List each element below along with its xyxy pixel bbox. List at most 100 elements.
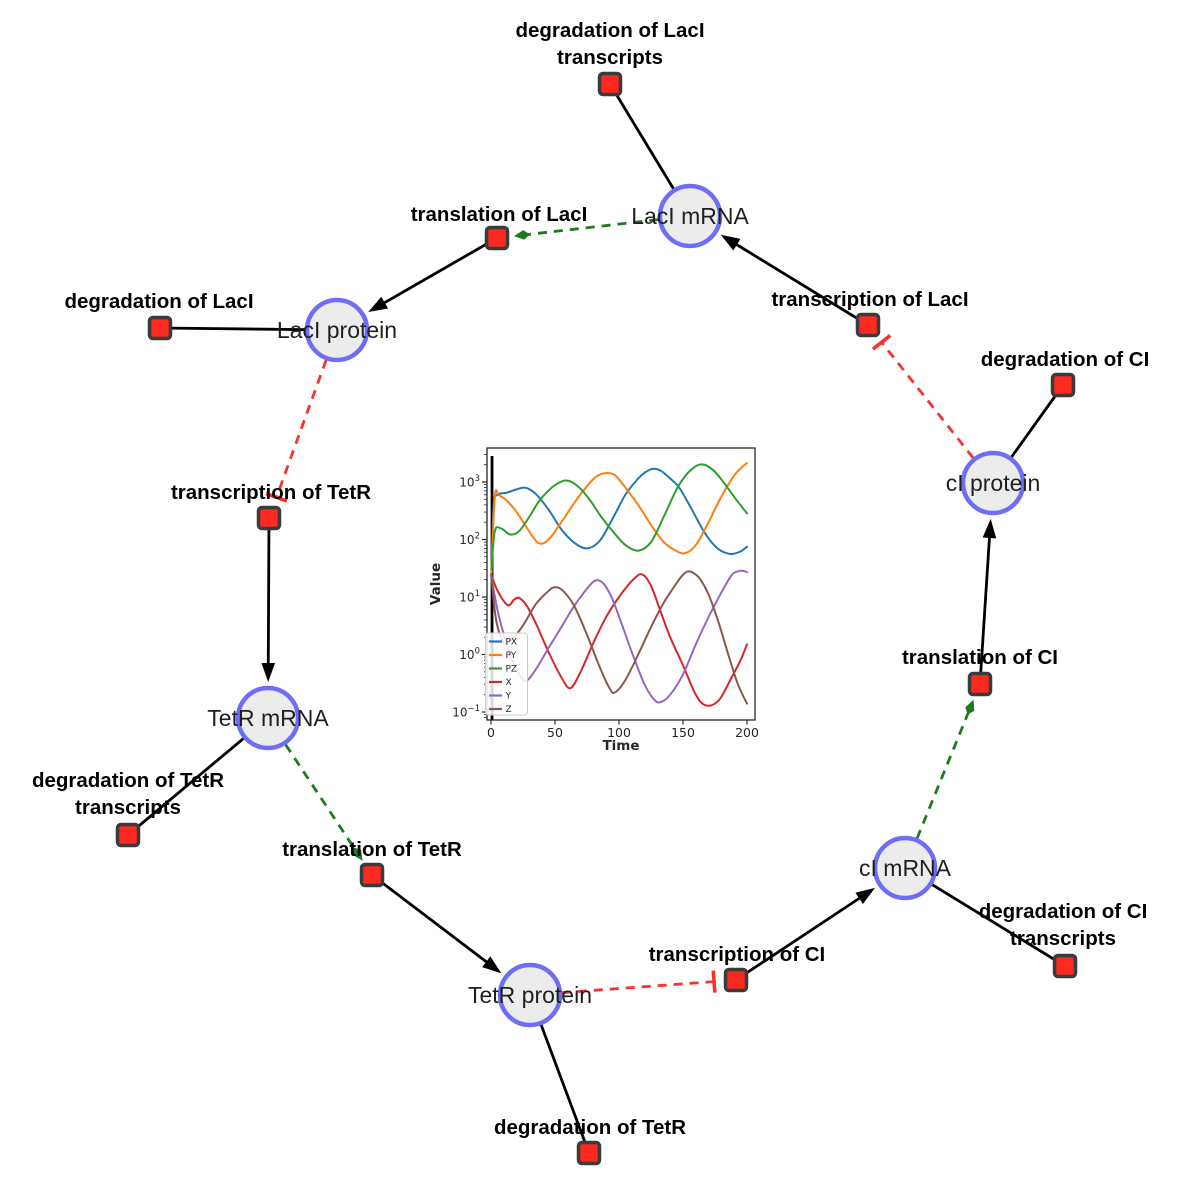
species-node-ci-mrna (872, 835, 938, 901)
reaction-label-translation-ci: translation of CI (902, 646, 1058, 669)
reaction-label-deg-laci-transcripts: degradation of LacI transcripts (515, 19, 704, 69)
reaction-label-translation-laci: translation of LacI (411, 203, 588, 226)
chart-xtick-label-50: 50 (547, 725, 563, 740)
inhibition-edge-line (275, 329, 339, 498)
arrowhead-icon (482, 956, 502, 974)
chart-ytick-label-1e1: 101 (459, 589, 480, 605)
reaction-node-deg-laci-transcripts (597, 71, 623, 97)
reaction-label-deg-ci: degradation of CI (981, 348, 1150, 371)
species-label-laci-protein: LacI protein (277, 317, 397, 343)
reaction-node-translation-laci (484, 225, 510, 251)
chart-y-axis-label: Value (428, 562, 444, 606)
chart-xtick-label-150: 150 (671, 725, 695, 740)
production-edge-line (735, 891, 869, 982)
arrowhead-icon (855, 887, 875, 905)
chart-ytick-label-1e-1: 10−1 (452, 704, 480, 720)
reaction-label-deg-laci: degradation of LacI (64, 290, 253, 313)
chart-legend-label-Y: Y (505, 692, 512, 702)
reaction-node-translation-ci (967, 671, 993, 697)
species-node-tetr-protein (497, 962, 563, 1028)
edge-laci-protein--transcription-tetr (265, 329, 339, 503)
chart-xtick-label-200: 200 (735, 725, 759, 740)
edge-tetr-mrna--translation-tetr (266, 717, 363, 861)
chart-legend: PX PY PZ XYZ (485, 632, 528, 716)
chart-ytick-label-1e3: 103 (459, 474, 480, 490)
production-edge-line (727, 238, 869, 327)
chart-legend-label-PY: PY (506, 651, 517, 661)
species-label-tetr-protein: TetR protein (468, 982, 592, 1008)
reaction-label-deg-tetr: degradation of TetR (494, 1116, 686, 1139)
edge-translation-ci--ci-protein (978, 518, 997, 685)
chart-xtick-label-0: 0 (487, 725, 495, 740)
edge-transcription-laci--laci-mrna (720, 234, 869, 327)
species-nodes-layer (235, 183, 1026, 1028)
chart-x-axis-label: Time (602, 738, 640, 754)
chart-series-X (490, 573, 748, 707)
chart-legend-label-X: X (506, 678, 512, 688)
inhibition-tbar-icon (711, 970, 717, 993)
species-label-ci-protein: cI protein (946, 470, 1041, 496)
arrowhead-icon (720, 234, 741, 251)
chart-ytick-label-1e0: 100 (459, 647, 480, 663)
reaction-node-deg-ci (1050, 372, 1076, 398)
inset-chart: 0 50 100 150 200 10−1 100 101 102 103 PX PY PZ XYZ (452, 447, 759, 740)
modifier-edge-line (525, 214, 691, 237)
edge-ci-mrna--translation-ci (903, 699, 975, 869)
species-node-laci-mrna (657, 183, 723, 249)
chart-legend-label-Z: Z (506, 705, 512, 715)
production-edge-line (375, 236, 498, 309)
species-label-ci-mrna: cI mRNA (859, 855, 952, 881)
chart-spines (486, 447, 756, 721)
species-label-tetr-mrna: TetR mRNA (207, 705, 329, 731)
species-node-tetr-mrna (235, 685, 301, 751)
edge-ci-protein--transcription-laci (871, 334, 995, 484)
arrowhead-icon (368, 296, 389, 313)
reaction-label-transcription-tetr: transcription of TetR (171, 481, 371, 504)
edge-translation-tetr--tetr-protein (371, 873, 502, 974)
reaction-node-deg-tetr-transcripts (115, 822, 141, 848)
edge-transcription-ci--ci-mrna (735, 887, 875, 982)
chart-series-Z (490, 570, 748, 705)
reaction-label-translation-tetr: translation of TetR (282, 838, 462, 861)
chart-xtick-label-100: 100 (607, 725, 631, 740)
labels-layer: degradation of LacI transcripts translatio… (32, 19, 1149, 1139)
reaction-label-transcription-laci: transcription of LacI (771, 288, 968, 311)
chart-legend-label-PX: PX (506, 638, 518, 648)
chart-series-Y (490, 569, 748, 704)
edge-tetr-protein--transcription-ci (529, 970, 717, 997)
arrowhead-icon (261, 662, 276, 683)
chart-legend-label-PZ: PZ (506, 665, 518, 675)
production-edge-line (978, 527, 992, 685)
reaction-node-translation-tetr (359, 862, 385, 888)
arrowhead-icon (982, 518, 997, 539)
reaction-node-transcription-laci (855, 312, 881, 338)
edge-laci-mrna--translation-laci (513, 214, 691, 240)
modifier-edge-line (266, 717, 358, 852)
reaction-node-deg-tetr (576, 1140, 602, 1166)
inhibition-tbar-icon (871, 334, 892, 351)
chart-ytick-label-1e2: 102 (459, 532, 480, 548)
reaction-node-transcription-ci (723, 967, 749, 993)
reaction-label-deg-tetr-transcripts: degradation of TetR transcripts (32, 769, 224, 819)
inhibition-tbar-icon (265, 491, 288, 503)
species-node-ci-protein (960, 450, 1026, 516)
species-node-laci-protein (304, 297, 370, 363)
chart-axes: 0 50 100 150 200 10−1 100 101 102 103 (452, 454, 759, 740)
reaction-node-deg-laci (147, 315, 173, 341)
modifier-arrowhead-icon (513, 230, 530, 240)
reaction-node-deg-ci-transcripts (1052, 953, 1078, 979)
modifier-arrowhead-icon (965, 699, 975, 715)
species-label-laci-mrna: LacI mRNA (631, 203, 749, 229)
reaction-nodes-layer (115, 71, 1078, 1166)
edge-translation-laci--laci-protein (368, 236, 498, 313)
inhibition-edge-line (880, 341, 995, 484)
edge-transcription-tetr--tetr-mrna (261, 517, 276, 683)
chart-series-PY (490, 461, 748, 576)
production-edge-line (266, 517, 271, 674)
modifier-edge-line (903, 710, 971, 869)
production-edge-line (371, 873, 496, 969)
modifier-arrowhead-icon (353, 847, 363, 861)
reaction-label-deg-ci-transcripts: degradation of CI transcripts (979, 900, 1148, 950)
